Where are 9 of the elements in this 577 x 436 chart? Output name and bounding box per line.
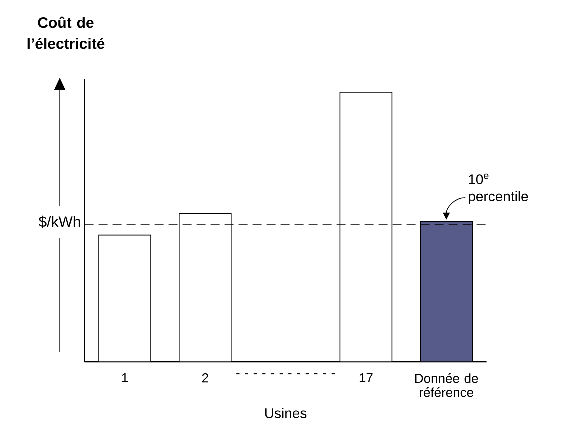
x-tick-label: - - - - - - - - - - - - (236, 374, 336, 375)
text: 10$^{e}$ percentile (469, 174, 528, 204)
x-tick-label: Donnée de référence (416, 374, 478, 398)
x-tick-label: 17 (360, 374, 373, 382)
y-axis-title: $/kWh (38, 216, 80, 228)
x-tick-label: 2 (202, 374, 208, 383)
x-axis-title: Usines (265, 408, 307, 418)
chart-title: Coût de l’électricité (28, 16, 105, 50)
x-tick-label: 1 (122, 374, 128, 382)
